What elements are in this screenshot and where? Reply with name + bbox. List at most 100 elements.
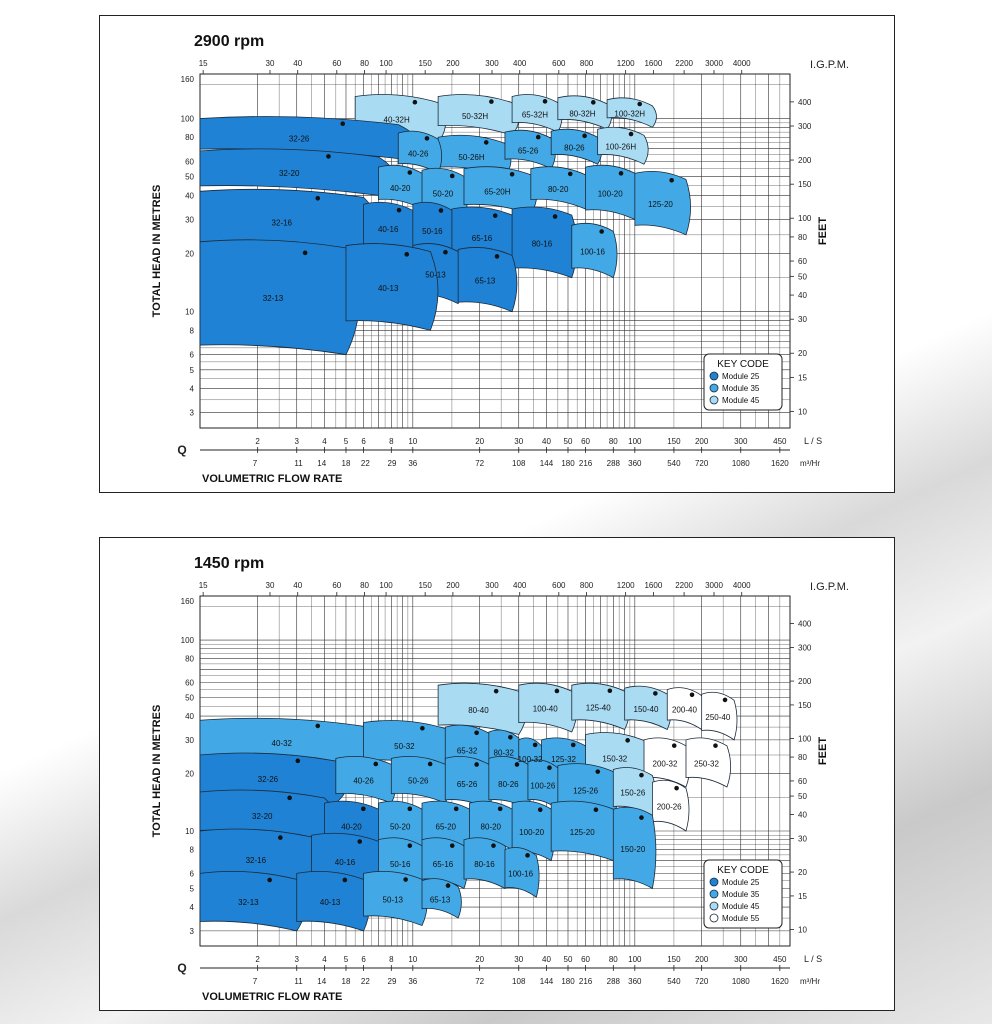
y2-tick-label: 300	[798, 643, 812, 652]
y2-tick-label: 300	[798, 122, 812, 131]
pump-region-250-40	[701, 691, 738, 741]
y2-tick-label: 15	[798, 892, 807, 901]
m3-tick-label: 1080	[732, 459, 750, 468]
pump-label: 250-40	[705, 713, 730, 722]
m3-tick-label: 1620	[771, 977, 789, 986]
m3-tick-label: 288	[607, 977, 621, 986]
y2-tick-label: 100	[798, 214, 812, 223]
legend-swatch	[709, 395, 719, 405]
pump-region-150-20	[612, 806, 657, 890]
bep-dot	[674, 785, 679, 791]
pump-label: 65-20	[436, 822, 457, 831]
bep-dot	[267, 877, 272, 883]
bep-dot	[590, 100, 596, 105]
ls-tick-label: 20	[475, 955, 484, 964]
bep-dot	[483, 140, 489, 145]
ls-tick-label: 100	[628, 437, 642, 446]
pump-label: 65-13	[430, 895, 451, 904]
pump-label: 80-40	[468, 706, 489, 715]
pump-label: 50-13	[383, 895, 404, 904]
y-tick-label: 60	[185, 678, 194, 687]
y2-tick-label: 30	[798, 315, 807, 324]
chart-panel-1450: 80-40 100-40 125-40 150-40 200-40 250-40 40-32…	[99, 537, 895, 1011]
y-tick-label: 4	[190, 903, 195, 912]
pump-label: 50-32	[394, 742, 415, 751]
pump-region-100-26H	[597, 126, 649, 165]
y-tick-label: 6	[190, 351, 195, 360]
igpm-tick-label: 600	[552, 59, 566, 68]
pump-label: 40-13	[378, 284, 399, 293]
pump-region-40-13	[345, 243, 439, 331]
m3-tick-label: 11	[294, 459, 303, 468]
bep-dot	[525, 853, 530, 858]
bep-dot	[653, 691, 658, 696]
igpm-tick-label: 1200	[617, 581, 635, 590]
igpm-tick-label: 150	[418, 581, 432, 590]
m3-tick-label: 36	[408, 977, 417, 986]
pump-label: 40-26	[408, 149, 429, 158]
pump-label: 32-26	[258, 775, 279, 784]
m3-tick-label: 11	[294, 977, 303, 986]
bep-dot	[474, 762, 479, 767]
pump-label: 80-26	[564, 144, 585, 153]
legend-item-label: Module 35	[722, 890, 760, 899]
m3-tick-label: 29	[388, 459, 397, 468]
y2-tick-label: 400	[798, 98, 812, 107]
ls-tick-label: 450	[773, 437, 787, 446]
igpm-tick-label: 800	[580, 581, 594, 590]
bep-dot	[554, 688, 560, 694]
ls-tick-label: 10	[408, 955, 417, 964]
bep-dot	[340, 121, 346, 127]
y2-axis-label: FEET	[817, 217, 829, 245]
plot-area: 80-40 100-40 125-40 150-40 200-40 250-40 40-32…	[199, 595, 791, 947]
igpm-tick-label: 200	[446, 59, 460, 68]
y2-tick-label: 50	[798, 792, 807, 801]
y-tick-label: 60	[185, 157, 194, 166]
pump-label: 50-26H	[458, 153, 484, 162]
bep-dot	[582, 133, 587, 139]
pump-label: 125-20	[570, 828, 595, 837]
pump-label: 100-26	[530, 782, 555, 791]
ls-tick-label: 20	[475, 437, 484, 446]
y2-tick-label: 50	[798, 272, 807, 281]
m3-unit-label: m³/Hr	[800, 977, 820, 986]
ls-tick-label: 200	[695, 955, 709, 964]
pump-region-250-32	[685, 737, 732, 788]
legend-swatch	[709, 877, 719, 887]
bep-dot	[315, 195, 321, 201]
pump-label: 50-32H	[462, 112, 488, 121]
m3-tick-label: 144	[540, 459, 554, 468]
pump-label: 40-13	[320, 898, 341, 907]
bep-dot	[669, 177, 674, 183]
ls-tick-label: 60	[581, 437, 590, 446]
pump-region-125-20	[634, 171, 691, 236]
igpm-tick-label: 4000	[733, 581, 751, 590]
legend-item-label: Module 35	[722, 384, 760, 393]
m3-tick-label: 144	[540, 977, 554, 986]
bep-dot	[514, 762, 520, 767]
legend-swatch	[709, 383, 719, 393]
y-tick-label: 30	[185, 736, 194, 745]
y2-tick-label: 200	[798, 677, 812, 686]
bep-dot	[535, 134, 541, 140]
bep-dot	[547, 765, 552, 771]
m3-tick-label: 216	[579, 459, 593, 468]
pump-label: 40-20	[390, 184, 411, 193]
m3-tick-label: 18	[342, 977, 351, 986]
bep-dot	[427, 761, 433, 767]
m3-tick-label: 72	[475, 977, 484, 986]
igpm-tick-label: 3000	[705, 581, 723, 590]
pump-label: 32-20	[252, 812, 273, 821]
bep-dot	[420, 725, 425, 731]
igpm-tick-label: 4000	[733, 59, 751, 68]
igpm-tick-label: 1200	[617, 59, 635, 68]
chart-panel-2900: 40-32H 50-32H 65-32H 80-32H 100-32H 50-26H 65-…	[99, 15, 895, 493]
ls-tick-label: 4	[322, 955, 327, 964]
y2-tick-label: 80	[798, 753, 807, 762]
bep-dot	[625, 738, 630, 743]
pump-region-100-32H	[606, 97, 657, 128]
igpm-tick-label: 30	[266, 581, 275, 590]
igpm-tick-label: 100	[379, 59, 393, 68]
bep-dot	[639, 772, 644, 778]
ls-tick-label: 2	[255, 437, 260, 446]
